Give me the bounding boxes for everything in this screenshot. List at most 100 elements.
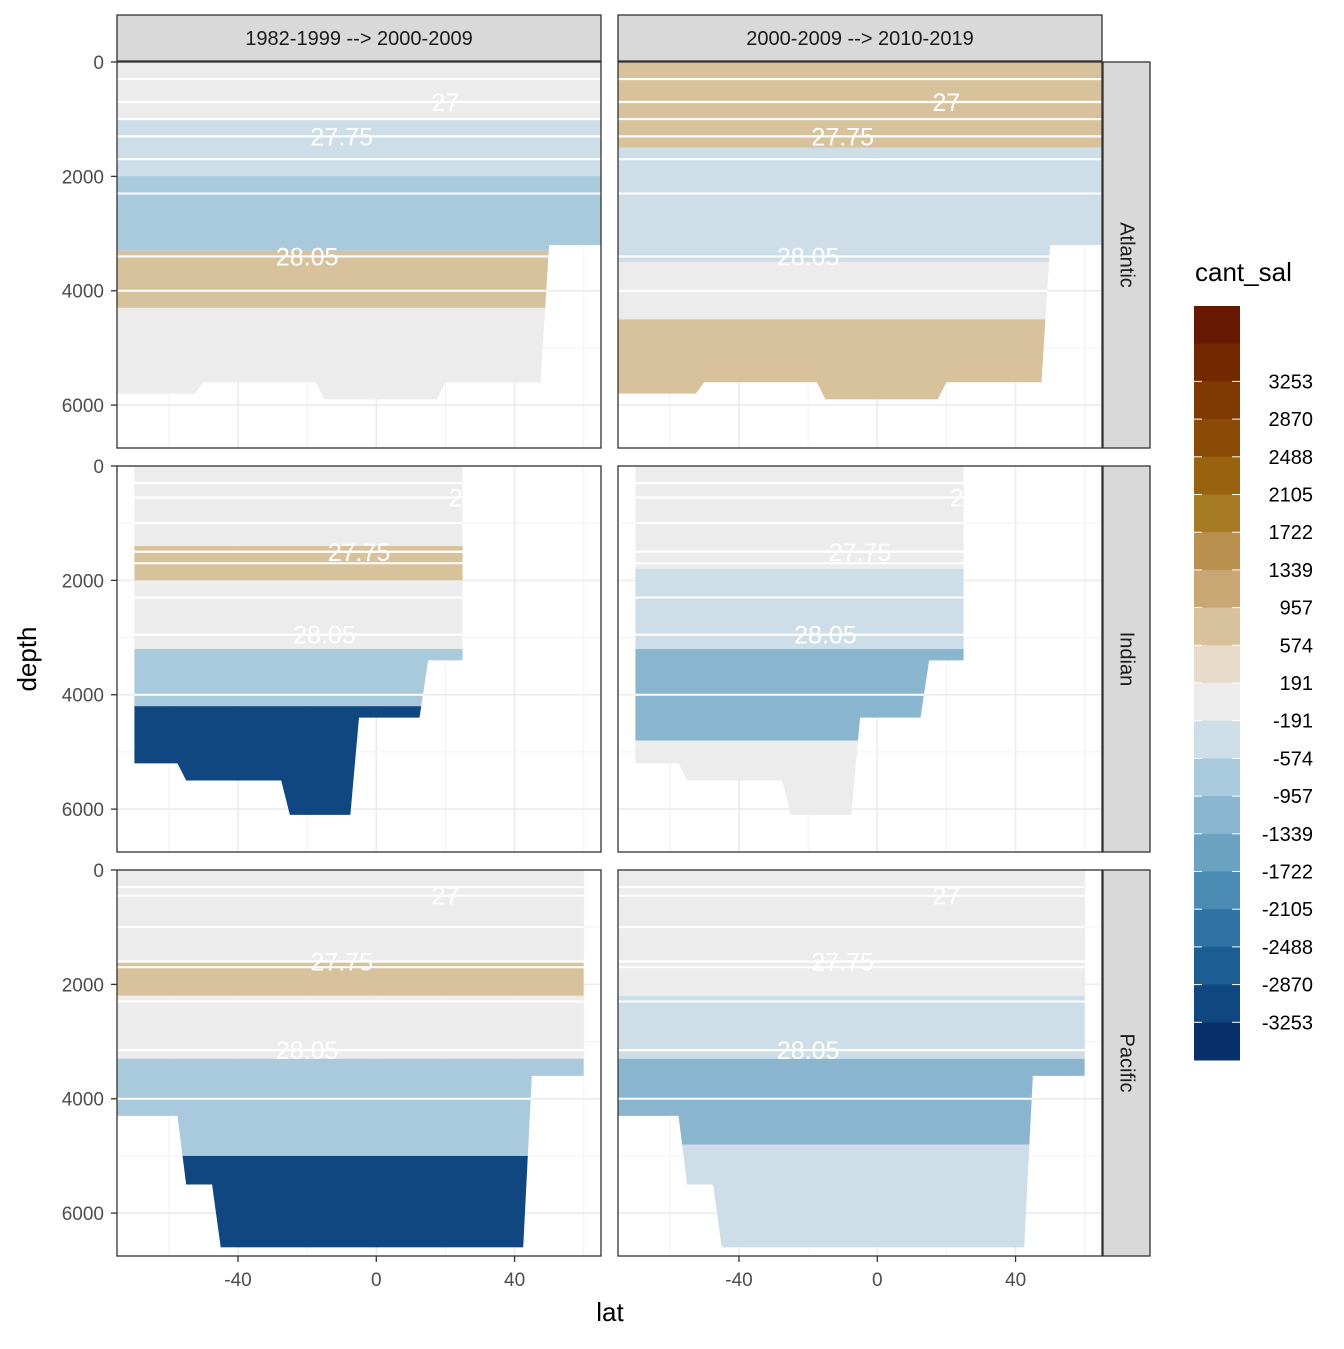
panel-border — [116, 61, 602, 449]
isopycnal-label: 27 — [432, 883, 460, 911]
legend-label: -3253 — [1262, 1012, 1313, 1034]
isopycnal-label: 28.05 — [777, 243, 840, 271]
column-strip-label: 2000-2009 --> 2010-2019 — [746, 28, 973, 50]
legend-label: -1339 — [1262, 824, 1313, 846]
legend-label: -191 — [1273, 711, 1313, 733]
panel-pacific-2: 27 27.75 28.05 — [617, 869, 1103, 1257]
legend-label: 1339 — [1269, 560, 1314, 582]
legend-color-swatch — [1194, 645, 1240, 684]
legend-label: 2870 — [1269, 409, 1314, 431]
x-tick-label: -40 — [725, 1270, 752, 1291]
isopycnal-label: 27 — [449, 484, 477, 512]
x-tick-label: 0 — [371, 1270, 382, 1291]
panel-border — [617, 869, 1103, 1257]
legend-label: 2105 — [1269, 485, 1314, 507]
section-layer — [117, 62, 601, 120]
isopycnal-label: 28.05 — [293, 622, 356, 650]
legend-label: -1722 — [1262, 862, 1313, 884]
y-tick-label: 2000 — [62, 167, 104, 188]
section-layer — [134, 648, 463, 707]
legend-label: 3253 — [1269, 371, 1314, 393]
panel-indian-1: 27 27.75 28.05 — [116, 465, 602, 853]
isopycnal-label: 28.05 — [276, 1037, 339, 1065]
section-layer — [117, 870, 584, 962]
section-layer — [117, 1058, 584, 1156]
legend-color-swatch — [1194, 796, 1240, 835]
section-layer — [618, 870, 1085, 996]
panel-pacific-1: 27 27.75 28.05 — [116, 869, 602, 1257]
legend-color-swatch — [1194, 494, 1240, 533]
panel-border — [617, 465, 1103, 853]
isopycnal-label: 27 — [950, 484, 978, 512]
legend-label: 957 — [1280, 598, 1313, 620]
section-layer — [618, 995, 1085, 1059]
isopycnal-lines: 27 27.75 28.05 — [635, 482, 978, 696]
legend-label: -574 — [1273, 748, 1313, 770]
x-tick-label: 0 — [872, 1270, 883, 1291]
y-tick-label: 6000 — [62, 396, 104, 417]
row-strip-label: Pacific — [1116, 1034, 1138, 1093]
column-strip — [116, 14, 602, 62]
row-strip — [1102, 869, 1151, 1257]
y-tick-label: 0 — [93, 861, 104, 882]
column-strip-label: 1982-1999 --> 2000-2009 — [245, 28, 472, 50]
section-layer — [134, 466, 463, 547]
y-axis-title: depth — [12, 626, 42, 691]
section-layer — [618, 147, 1102, 263]
column-strip — [617, 14, 1103, 62]
isopycnal-label: 28.05 — [777, 1037, 840, 1065]
y-tick-label: 4000 — [62, 282, 104, 303]
row-strip-label: Atlantic — [1116, 222, 1138, 288]
isopycnal-lines: 27 27.75 28.05 — [117, 78, 601, 292]
isopycnal-label: 28.05 — [794, 622, 857, 650]
isopycnal-lines: 27 27.75 28.05 — [618, 883, 1085, 1100]
y-tick-label: 2000 — [62, 571, 104, 592]
isopycnal-lines: 27 27.75 28.05 — [134, 482, 477, 696]
legend-color-swatch — [1194, 909, 1240, 948]
panels-layer: 27 27.75 28.05 27 27.75 28.05 27 27.75 28.05 27 27… — [116, 61, 1103, 1257]
section-layer — [117, 176, 601, 251]
legend-color-swatch — [1194, 532, 1240, 571]
row-strip — [1102, 61, 1151, 449]
isopycnal-label: 28.05 — [276, 243, 339, 271]
y-tick-label: 6000 — [62, 1204, 104, 1225]
isopycnal-label: 27 — [933, 89, 961, 117]
isopycnal-label: 27.75 — [310, 948, 373, 976]
legend-label: 191 — [1280, 673, 1313, 695]
section-layer — [618, 1058, 1085, 1145]
legend-color-swatch — [1194, 683, 1240, 722]
row-strip-label: Indian — [1116, 632, 1138, 687]
legend-color-swatch — [1194, 720, 1240, 759]
isopycnal-label: 27.75 — [829, 539, 892, 567]
panel-atlantic-1: 27 27.75 28.05 — [116, 61, 602, 449]
legend-color-swatch — [1194, 343, 1240, 382]
section-layer — [618, 62, 1102, 148]
legend-color-swatch — [1194, 946, 1240, 986]
legend-color-swatch — [1194, 984, 1240, 1023]
panel-border — [116, 465, 602, 853]
panel-atlantic-2: 27 27.75 28.05 — [617, 61, 1103, 449]
row-strip — [1102, 465, 1151, 853]
panel-border — [617, 61, 1103, 449]
legend-color-swatch — [1194, 456, 1240, 495]
legend-color-swatch — [1194, 833, 1240, 872]
section-layer — [117, 119, 601, 177]
facet-strips: 1982-1999 --> 2000-2009 2000-2009 --> 201… — [116, 14, 1151, 1257]
legend-color-swatch — [1194, 871, 1240, 910]
legend-color-swatch — [1194, 381, 1240, 420]
x-axis-title: lat — [596, 1297, 624, 1327]
legend-color-swatch — [1194, 1022, 1240, 1061]
legend-label: -957 — [1273, 786, 1313, 808]
y-tick-label: 0 — [93, 457, 104, 478]
legend-color-swatch — [1194, 569, 1240, 609]
y-tick-label: 0 — [93, 53, 104, 74]
section-layer — [635, 466, 964, 569]
isopycnal-label: 27.75 — [811, 123, 874, 151]
legend-label: 1722 — [1269, 522, 1314, 544]
isopycnal-lines: 27 27.75 28.05 — [618, 78, 1102, 292]
y-tick-label: 4000 — [62, 1090, 104, 1111]
panel-border — [116, 869, 602, 1257]
isopycnal-label: 27 — [933, 883, 961, 911]
legend: cant_sal 3253 2870 2488 2105 1722 1339 957 574 19… — [1194, 257, 1313, 1061]
